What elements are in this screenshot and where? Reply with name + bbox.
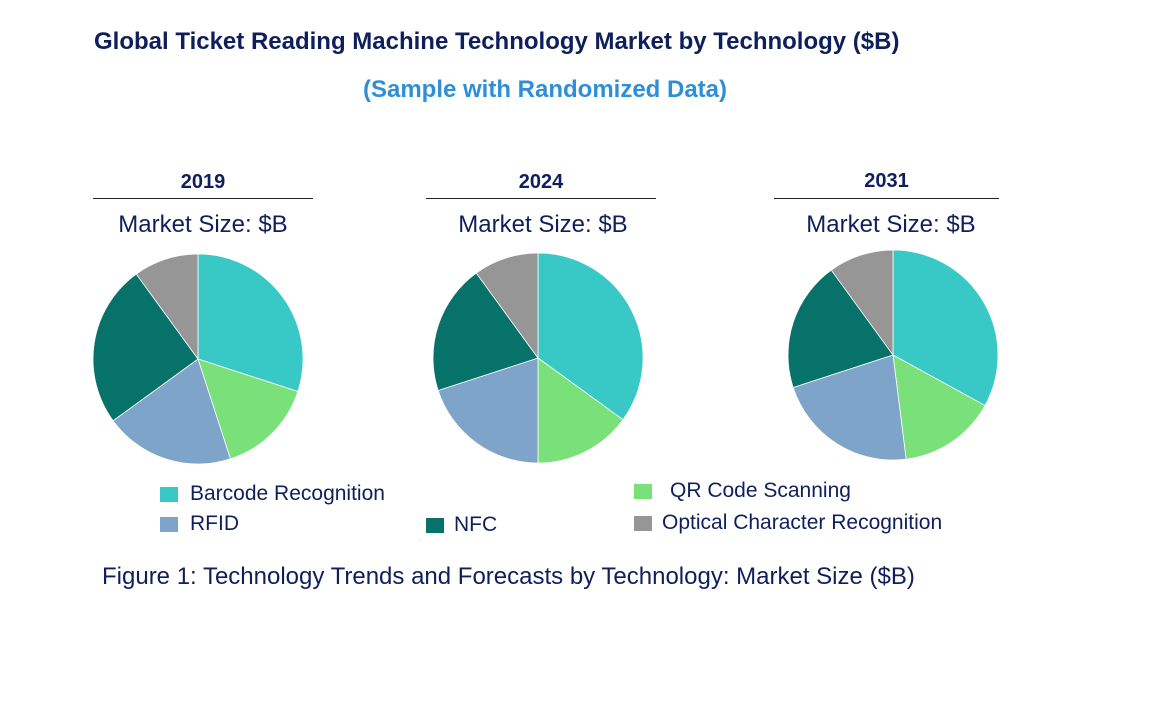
pie-slice-2031-qr-code-scanning [892, 354, 986, 460]
legend-label: Barcode Recognition [190, 482, 385, 505]
legend-item-optical-character-recognition: Optical Character Recognition [634, 511, 942, 535]
pie-slice-2024-rfid [437, 357, 539, 464]
pie-year-rule [426, 198, 656, 199]
pie-slice-2019-optical-character-recognition [135, 253, 199, 361]
pie-market-size-label: Market Size: $B [118, 211, 288, 238]
pie-year-rule [93, 198, 313, 199]
pie-market-size-label: Market Size: $B [806, 211, 976, 238]
pie-slice-2024-nfc [432, 272, 539, 391]
figure-caption: Figure 1: Technology Trends and Forecast… [102, 563, 915, 590]
legend-item-qr-code-scanning: QR Code Scanning [634, 479, 851, 503]
pie-slice-2024-optical-character-recognition [475, 252, 539, 360]
pie-slice-2019-nfc [92, 273, 199, 422]
pie-year-rule [774, 198, 999, 199]
pie-slice-2031-rfid [792, 354, 907, 461]
chart-title: Global Ticket Reading Machine Technology… [94, 28, 900, 55]
legend-swatch [160, 516, 178, 532]
chart-subtitle: (Sample with Randomized Data) [362, 76, 728, 103]
pie-slice-2024-qr-code-scanning [537, 357, 624, 464]
pie-year-2031: 2031 [864, 170, 909, 192]
pie-slice-2031-nfc [787, 269, 894, 388]
pie-slice-2019-rfid [112, 358, 231, 465]
legend-item-barcode-recognition: Barcode Recognition [160, 482, 385, 506]
pie-slice-2031-barcode-recognition [892, 249, 999, 407]
pie-slice-2031-optical-character-recognition [830, 249, 894, 357]
pie-year-2024: 2024 [518, 171, 564, 193]
pie-slice-2024-barcode-recognition [537, 252, 644, 421]
legend-swatch [160, 486, 178, 502]
legend-label: QR Code Scanning [670, 479, 851, 502]
legend-label: RFID [190, 512, 239, 535]
pie-market-size-label: Market Size: $B [458, 211, 628, 238]
legend-item-rfid: RFID [160, 512, 239, 536]
legend-item-nfc: NFC [426, 513, 497, 537]
pie-year-2019: 2019 [180, 171, 226, 193]
legend-swatch [634, 515, 652, 531]
legend-swatch [426, 517, 444, 533]
legend-swatch [634, 483, 652, 499]
legend-label: Optical Character Recognition [662, 511, 943, 534]
legend-label: NFC [454, 513, 498, 536]
pie-slice-2019-barcode-recognition [197, 253, 304, 392]
pie-slice-2019-qr-code-scanning [197, 358, 299, 460]
